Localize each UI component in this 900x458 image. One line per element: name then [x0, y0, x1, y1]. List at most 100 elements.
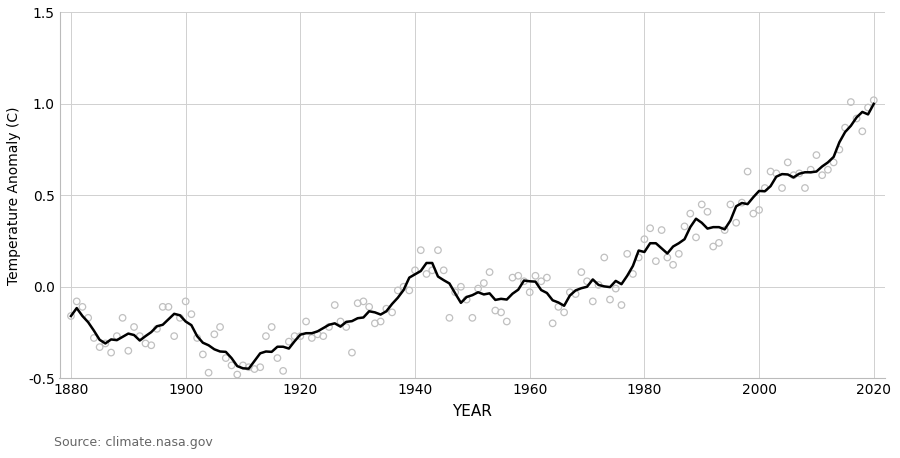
Point: [115, 314, 130, 322]
Point: [391, 287, 405, 294]
Point: [287, 333, 302, 340]
Point: [81, 314, 95, 322]
Point: [431, 246, 446, 254]
Point: [345, 349, 359, 356]
Point: [654, 226, 669, 234]
Point: [832, 146, 847, 153]
Point: [253, 364, 267, 371]
Point: [127, 323, 141, 331]
Point: [339, 323, 354, 331]
Point: [741, 168, 755, 175]
Point: [580, 278, 594, 285]
Point: [752, 206, 766, 213]
Point: [265, 323, 279, 331]
Point: [414, 246, 428, 254]
Point: [86, 334, 101, 342]
Point: [190, 334, 204, 342]
Point: [867, 97, 881, 104]
Point: [270, 354, 284, 362]
Point: [620, 250, 634, 257]
Point: [626, 270, 640, 278]
Point: [482, 268, 497, 276]
Point: [248, 365, 262, 373]
Point: [792, 170, 806, 177]
Point: [557, 309, 572, 316]
Point: [396, 283, 410, 290]
Point: [804, 166, 818, 174]
Point: [551, 303, 565, 311]
Point: [729, 219, 743, 226]
Point: [98, 340, 112, 347]
Point: [110, 333, 124, 340]
Point: [523, 289, 537, 296]
Point: [815, 172, 830, 179]
Point: [224, 362, 238, 369]
Point: [660, 254, 674, 261]
Point: [64, 312, 78, 320]
Point: [76, 303, 90, 311]
Point: [758, 184, 772, 191]
Point: [408, 267, 422, 274]
Point: [236, 362, 250, 369]
Point: [402, 287, 417, 294]
Point: [465, 314, 480, 322]
Text: Source: climate.nasa.gov: Source: climate.nasa.gov: [54, 436, 212, 449]
Point: [591, 281, 606, 289]
Point: [161, 303, 176, 311]
Point: [282, 338, 296, 345]
Point: [562, 289, 577, 296]
Point: [328, 301, 342, 309]
Point: [258, 333, 273, 340]
Point: [230, 371, 245, 378]
Point: [184, 311, 199, 318]
Point: [615, 301, 629, 309]
Point: [442, 314, 456, 322]
Point: [843, 98, 858, 106]
Point: [695, 201, 709, 208]
Y-axis label: Temperature Anomaly (C): Temperature Anomaly (C): [7, 106, 21, 284]
Point: [374, 318, 388, 325]
X-axis label: YEAR: YEAR: [453, 404, 492, 419]
Point: [671, 250, 686, 257]
Point: [855, 128, 869, 135]
Point: [770, 170, 784, 177]
Point: [477, 279, 491, 287]
Point: [207, 331, 221, 338]
Point: [517, 278, 531, 285]
Point: [459, 296, 473, 303]
Point: [494, 309, 508, 316]
Point: [385, 309, 400, 316]
Point: [93, 344, 107, 351]
Point: [688, 234, 703, 241]
Point: [69, 298, 84, 305]
Point: [471, 285, 485, 292]
Point: [700, 208, 715, 215]
Point: [149, 325, 164, 333]
Point: [678, 223, 692, 230]
Point: [454, 283, 468, 290]
Point: [534, 278, 548, 285]
Point: [574, 268, 589, 276]
Point: [350, 300, 365, 307]
Point: [333, 318, 347, 325]
Point: [850, 115, 864, 122]
Point: [809, 152, 824, 159]
Point: [540, 274, 554, 281]
Point: [241, 364, 256, 371]
Point: [219, 354, 233, 362]
Point: [488, 307, 502, 314]
Point: [213, 323, 228, 331]
Point: [763, 168, 778, 175]
Point: [826, 159, 841, 166]
Point: [706, 243, 720, 250]
Point: [425, 267, 439, 274]
Point: [104, 349, 118, 356]
Point: [362, 303, 376, 311]
Point: [797, 184, 812, 191]
Point: [838, 124, 852, 131]
Point: [637, 235, 652, 243]
Point: [608, 285, 623, 292]
Point: [586, 298, 600, 305]
Point: [368, 320, 382, 327]
Point: [821, 166, 835, 174]
